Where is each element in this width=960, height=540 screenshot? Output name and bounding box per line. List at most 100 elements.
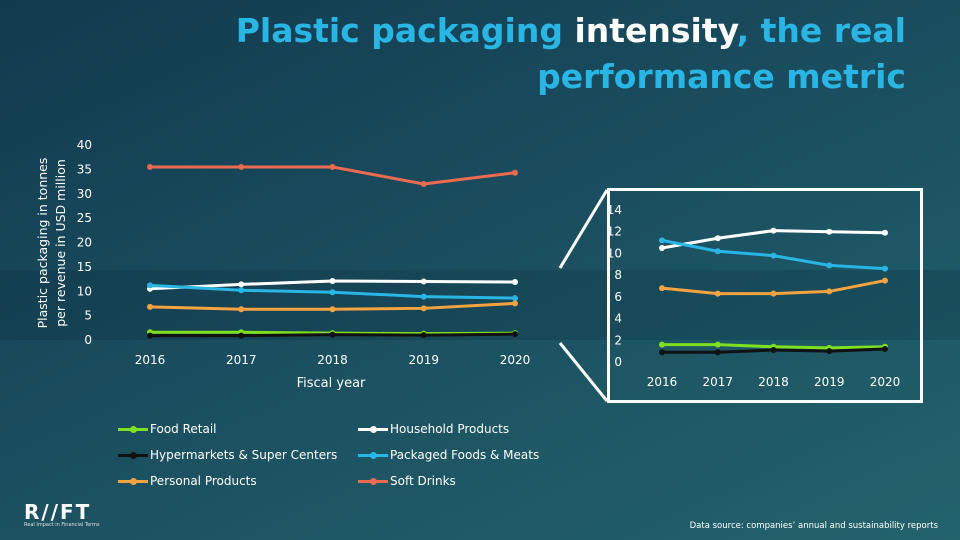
inset-point-personal-products-2017 bbox=[714, 290, 721, 297]
legend-swatch-packaged-foods-and-meats bbox=[358, 447, 388, 463]
legend-swatch-dot bbox=[130, 478, 137, 485]
main-point-household-products-2017 bbox=[238, 281, 245, 288]
legend-swatch-household-products bbox=[358, 421, 388, 437]
main-x-tick-2016: 2016 bbox=[135, 353, 166, 367]
legend-swatch-hypermarkets-and-super-centers bbox=[118, 447, 148, 463]
main-point-household-products-2019 bbox=[420, 278, 427, 285]
main-point-personal-products-2017 bbox=[238, 306, 245, 313]
main-point-packaged-foods-and-meats-2019 bbox=[420, 293, 427, 300]
inset-y-tick-10: 10 bbox=[607, 246, 622, 260]
legend-swatch-dot bbox=[370, 478, 377, 485]
main-point-personal-products-2018 bbox=[329, 306, 336, 313]
inset-x-tick-2019: 2019 bbox=[814, 375, 845, 389]
legend-item-packaged-foods-and-meats: Packaged Foods & Meats bbox=[358, 447, 539, 463]
inset-point-food-retail-2016 bbox=[659, 341, 665, 348]
legend-label: Packaged Foods & Meats bbox=[390, 448, 540, 462]
main-x-axis-label: Fiscal year bbox=[297, 376, 366, 391]
main-x-tick-2018: 2018 bbox=[317, 353, 348, 367]
legend-swatch-dot bbox=[370, 426, 377, 433]
title-part-2: , the real performance metric bbox=[537, 11, 906, 96]
main-point-personal-products-2016 bbox=[147, 303, 153, 310]
main-point-packaged-foods-and-meats-2020 bbox=[512, 295, 518, 302]
main-point-soft-drinks-2017 bbox=[238, 163, 245, 170]
inset-point-hypermarkets-and-super-centers-2020 bbox=[882, 345, 888, 352]
main-point-packaged-foods-and-meats-2018 bbox=[329, 289, 336, 296]
inset-point-household-products-2020 bbox=[882, 229, 888, 236]
main-point-personal-products-2020 bbox=[512, 300, 518, 307]
main-point-hypermarkets-and-super-centers-2016 bbox=[147, 332, 153, 339]
inset-point-packaged-foods-and-meats-2018 bbox=[770, 252, 777, 259]
logo-tagline: Real Impact in Financial Terms bbox=[24, 522, 100, 528]
inset-x-tick-2017: 2017 bbox=[702, 375, 733, 389]
inset-x-tick-2020: 2020 bbox=[870, 375, 901, 389]
legend-item-personal-products: Personal Products bbox=[118, 473, 257, 489]
main-y-tick-40: 40 bbox=[77, 138, 92, 152]
zoom-inset-frame bbox=[607, 188, 923, 403]
legend-label: Personal Products bbox=[150, 474, 257, 488]
main-point-household-products-2020 bbox=[512, 278, 518, 285]
inset-point-personal-products-2018 bbox=[770, 290, 777, 297]
main-y-tick-30: 30 bbox=[77, 187, 92, 201]
inset-point-hypermarkets-and-super-centers-2018 bbox=[770, 347, 777, 354]
main-y-tick-15: 15 bbox=[77, 260, 92, 274]
inset-point-food-retail-2017 bbox=[714, 341, 721, 348]
legend-swatch-dot bbox=[370, 452, 377, 459]
main-point-hypermarkets-and-super-centers-2017 bbox=[238, 332, 245, 339]
main-point-hypermarkets-and-super-centers-2018 bbox=[329, 331, 336, 338]
inset-x-tick-2018: 2018 bbox=[758, 375, 789, 389]
legend-item-soft-drinks: Soft Drinks bbox=[358, 473, 456, 489]
title-part-1: Plastic packaging bbox=[235, 11, 575, 50]
main-y-tick-0: 0 bbox=[84, 333, 92, 347]
main-point-soft-drinks-2018 bbox=[329, 163, 336, 170]
main-x-tick-2017: 2017 bbox=[226, 353, 257, 367]
inset-point-hypermarkets-and-super-centers-2016 bbox=[659, 349, 665, 356]
main-point-soft-drinks-2016 bbox=[147, 163, 153, 170]
main-y-tick-25: 25 bbox=[77, 211, 92, 225]
inset-y-tick-12: 12 bbox=[607, 225, 622, 239]
main-y-tick-20: 20 bbox=[77, 236, 92, 250]
main-point-soft-drinks-2020 bbox=[512, 169, 518, 176]
main-x-tick-2020: 2020 bbox=[500, 353, 531, 367]
legend-item-food-retail: Food Retail bbox=[118, 421, 217, 437]
inset-y-tick-4: 4 bbox=[614, 312, 622, 326]
legend-swatch-dot bbox=[130, 452, 137, 459]
main-y-tick-5: 5 bbox=[84, 309, 92, 323]
main-y-tick-10: 10 bbox=[77, 284, 92, 298]
main-point-hypermarkets-and-super-centers-2019 bbox=[420, 332, 427, 339]
main-plot: 0 5 10 15 20 25 30 35 40 2016 2017 2018 2019 2020 bbox=[77, 138, 531, 367]
main-x-tick-2019: 2019 bbox=[408, 353, 439, 367]
inset-point-hypermarkets-and-super-centers-2019 bbox=[826, 348, 833, 355]
zoom-connector-bottom bbox=[558, 342, 609, 402]
legend-swatch-dot bbox=[130, 426, 137, 433]
legend-label: Hypermarkets & Super Centers bbox=[150, 448, 338, 462]
main-point-personal-products-2019 bbox=[420, 305, 427, 312]
inset-point-personal-products-2016 bbox=[659, 285, 665, 292]
inset-point-personal-products-2020 bbox=[882, 277, 888, 284]
page-title: Plastic packaging intensity, the real pe… bbox=[186, 8, 906, 100]
inset-point-packaged-foods-and-meats-2017 bbox=[714, 248, 721, 255]
main-y-axis-label-line2: per revenue in USD million bbox=[53, 159, 68, 327]
main-point-packaged-foods-and-meats-2016 bbox=[147, 282, 153, 289]
legend-swatch-personal-products bbox=[118, 473, 148, 489]
inset-y-tick-2: 2 bbox=[614, 333, 622, 347]
inset-point-hypermarkets-and-super-centers-2017 bbox=[714, 349, 721, 356]
legend-label: Household Products bbox=[390, 422, 510, 436]
inset-point-packaged-foods-and-meats-2016 bbox=[659, 237, 665, 244]
rift-logo: R//FT Real Impact in Financial Terms bbox=[24, 502, 134, 532]
legend-label: Soft Drinks bbox=[390, 474, 456, 488]
inset-x-tick-2016: 2016 bbox=[647, 375, 678, 389]
inset-point-household-products-2017 bbox=[714, 235, 721, 242]
legend: Food Retail Household Products Hypermarket… bbox=[118, 418, 598, 498]
inset-y-tick-6: 6 bbox=[614, 290, 622, 304]
inset-point-household-products-2018 bbox=[770, 227, 777, 234]
inset-y-tick-14: 14 bbox=[607, 203, 622, 217]
zoom-connector-top bbox=[558, 189, 609, 269]
inset-point-household-products-2019 bbox=[826, 228, 833, 235]
inset-y-tick-8: 8 bbox=[614, 268, 622, 282]
legend-swatch-food-retail bbox=[118, 421, 148, 437]
data-source-note: Data source: companies’ annual and susta… bbox=[689, 521, 938, 531]
main-point-hypermarkets-and-super-centers-2020 bbox=[512, 331, 518, 338]
main-point-soft-drinks-2019 bbox=[420, 181, 427, 187]
main-y-tick-35: 35 bbox=[77, 162, 92, 176]
inset-y-tick-0: 0 bbox=[614, 355, 622, 369]
